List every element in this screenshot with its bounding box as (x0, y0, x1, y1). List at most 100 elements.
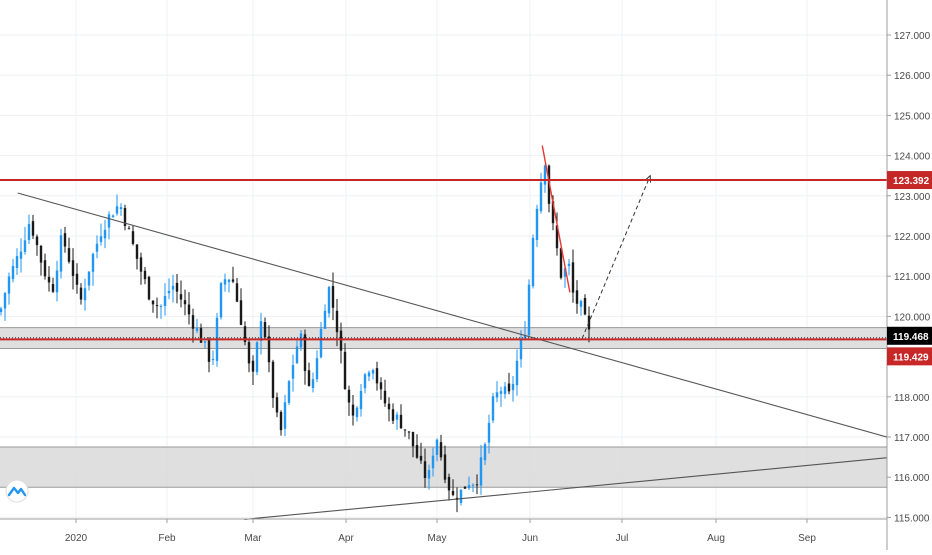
candle-body (471, 484, 475, 486)
candle-body (583, 298, 587, 315)
candle-body (531, 237, 535, 287)
candle-body (467, 485, 471, 489)
candle-body (47, 276, 51, 283)
candle-body (247, 342, 251, 364)
candle-body (99, 236, 103, 242)
candle-body (43, 260, 47, 277)
candle-body (235, 283, 239, 302)
price-axis-bg[interactable] (887, 0, 932, 550)
candle-body (291, 365, 295, 379)
candle-body (175, 282, 179, 292)
time-tick-label: Mar (244, 533, 262, 544)
candle-body (219, 283, 223, 318)
candle-body (487, 422, 491, 443)
candle-body (87, 271, 91, 286)
candle-body (407, 431, 411, 433)
candle-body (75, 273, 79, 285)
candle-body (191, 315, 195, 329)
candle-body (259, 321, 263, 341)
candle-body (83, 288, 87, 301)
candle-body (435, 439, 439, 455)
candle-body (115, 206, 119, 214)
candle-body (155, 305, 159, 307)
projection-line (581, 175, 651, 339)
candle-body (451, 491, 455, 495)
candle-body (59, 235, 63, 272)
level-tag-upper-bg (887, 171, 932, 190)
candle-body (419, 455, 423, 461)
candle-body (231, 279, 235, 282)
candle-body (475, 484, 479, 486)
candle-body (415, 445, 419, 458)
candle-body (479, 457, 483, 486)
candle-body (195, 328, 199, 331)
candle-body (127, 228, 131, 230)
candle-body (343, 351, 347, 389)
candle-body (539, 182, 543, 212)
candle-body (571, 262, 575, 293)
candle-body (227, 279, 231, 283)
candle-body (347, 389, 351, 403)
candle-body (563, 268, 567, 277)
candle-body (11, 265, 15, 280)
candle-body (491, 396, 495, 421)
candle-body (111, 215, 115, 218)
tradingview-logo-icon[interactable] (5, 479, 29, 503)
candle-body (379, 382, 383, 390)
candle-body (367, 372, 371, 377)
price-tick-label: 118.000 (894, 393, 930, 404)
trendline (17, 192, 895, 440)
time-tick-label: Apr (338, 533, 354, 544)
candle-body (363, 374, 367, 389)
candle-body (223, 279, 227, 285)
level-tag-lower-bg (887, 347, 932, 366)
down-move-line (541, 145, 571, 293)
candle-body (143, 270, 147, 280)
candle-body (371, 370, 375, 374)
price-tick-label: 125.000 (894, 111, 931, 122)
support-zone (0, 327, 887, 349)
candle-body (151, 300, 155, 305)
candle-body (27, 224, 31, 241)
candle-body (251, 360, 255, 372)
candle-body (271, 361, 275, 398)
candle-body (551, 201, 555, 224)
candle-body (31, 221, 35, 236)
candle-body (351, 404, 355, 416)
candle-body (131, 231, 135, 244)
price-tick-label: 124.000 (894, 152, 931, 163)
price-tick-label: 120.000 (894, 312, 931, 323)
candle-body (243, 326, 247, 343)
candle-body (167, 290, 171, 294)
candle-body (163, 296, 167, 306)
candle-body (495, 392, 499, 398)
candle-body (15, 256, 19, 269)
candle-body (303, 334, 307, 371)
candle-body (375, 368, 379, 384)
candle-body (327, 287, 331, 314)
candle-body (207, 340, 211, 362)
candle-body (203, 341, 207, 343)
candle-body (123, 208, 127, 227)
candle-body (523, 334, 527, 339)
candle-body (579, 300, 583, 307)
candle-body (19, 251, 23, 259)
candle-body (447, 476, 451, 491)
candle-body (187, 304, 191, 315)
candle-body (559, 248, 563, 278)
candle-body (319, 328, 323, 358)
candle-body (51, 284, 55, 292)
candle-body (339, 330, 343, 351)
candle-body (67, 248, 71, 262)
candle-body (7, 276, 11, 294)
candle-body (431, 455, 435, 469)
candle-body (283, 402, 287, 429)
trendline (244, 456, 895, 520)
candle-body (315, 358, 319, 380)
candle-body (35, 236, 39, 246)
candle-body (555, 225, 559, 249)
time-tick-label: Aug (707, 533, 725, 544)
candle-body (395, 414, 399, 420)
candles (0, 164, 591, 513)
